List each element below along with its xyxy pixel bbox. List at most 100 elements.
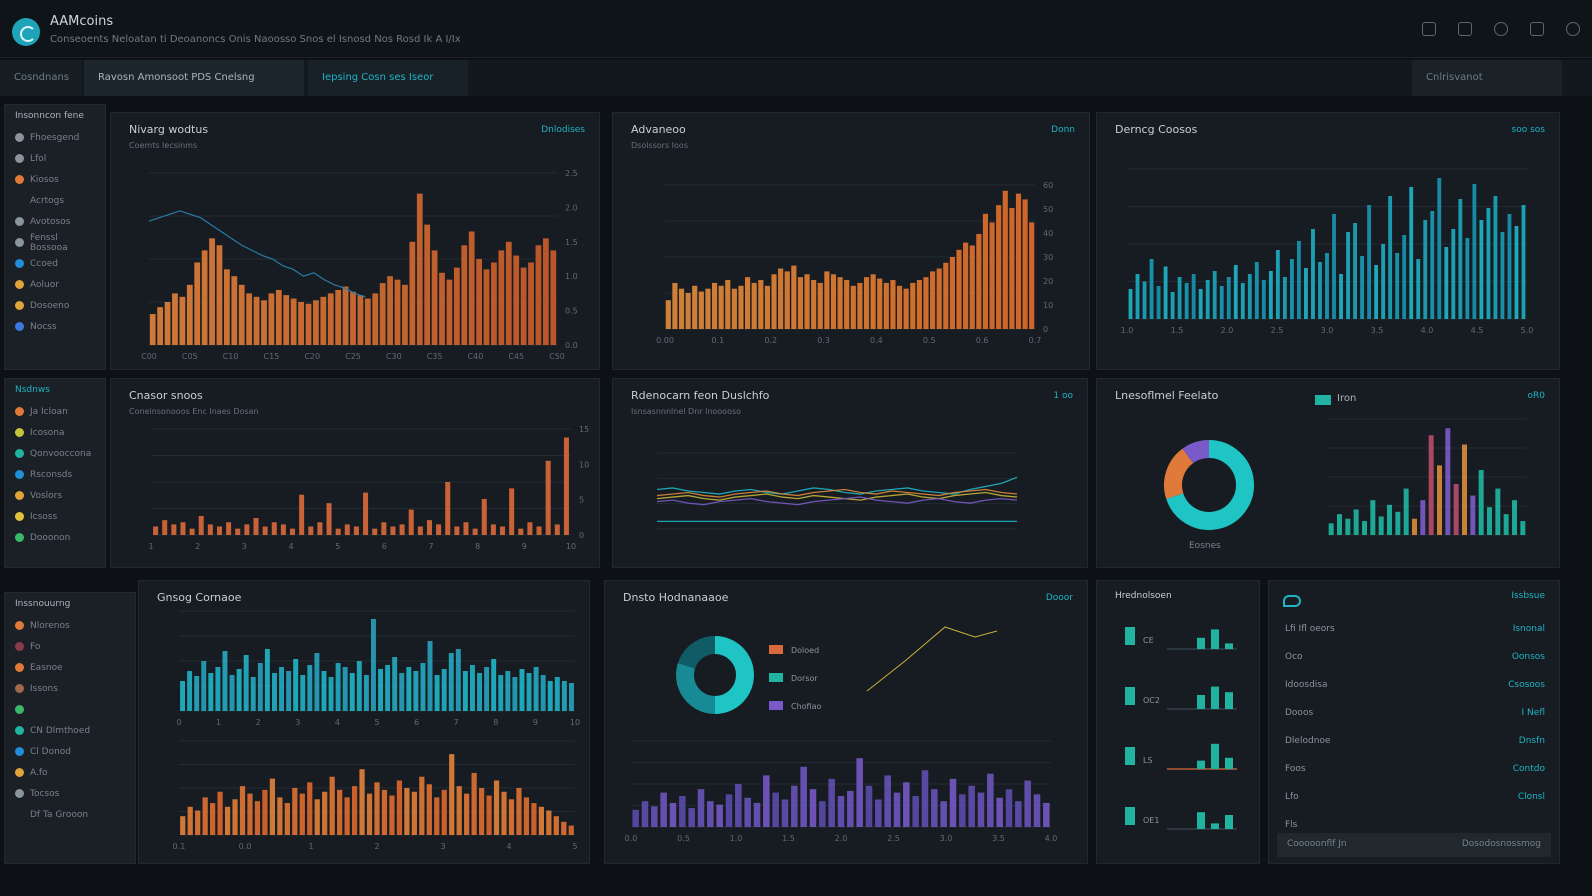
bar xyxy=(322,791,328,835)
sidebar-item[interactable]: Rsconsds xyxy=(5,464,105,485)
tab-pending[interactable]: Iepsing Cosn ses Iseor xyxy=(308,60,468,96)
drop-icon xyxy=(15,470,24,479)
share-icon[interactable] xyxy=(1422,22,1436,36)
list-item[interactable]: Oco Oonsos xyxy=(1285,647,1545,667)
tab-active-report[interactable]: Ravosn Amonsoot PDS Cnelsng xyxy=(84,60,304,96)
sidebar-item-label: Fhoesgend xyxy=(30,132,80,143)
bar xyxy=(523,797,530,835)
list-item[interactable]: Idoosdisa Csosoos xyxy=(1285,675,1545,695)
panel-cases-chart: Cnasor snoos Coneinsonooos Enc Inaes Dos… xyxy=(110,378,600,568)
bar xyxy=(1225,643,1233,649)
bar xyxy=(553,816,559,835)
panel-control[interactable]: 1 oo xyxy=(1053,391,1073,401)
bar xyxy=(1503,514,1509,535)
bar xyxy=(1022,199,1028,329)
legend-swatch xyxy=(769,701,783,710)
list-item[interactable]: Fls xyxy=(1285,815,1545,835)
sidebar-item[interactable]: Ja Icloan xyxy=(5,401,105,422)
x-tick-label: 2.0 xyxy=(1221,326,1234,335)
sidebar-item[interactable]: Avotosos xyxy=(5,211,105,232)
bar xyxy=(1472,184,1477,319)
bookmark-icon[interactable] xyxy=(1458,22,1472,36)
list-item[interactable]: Lfo Clonsl xyxy=(1285,787,1545,807)
sidebar-item[interactable]: A.fo xyxy=(5,762,135,783)
settings-icon[interactable] xyxy=(1494,22,1508,36)
panel-legend[interactable]: Dnlodises xyxy=(541,125,585,135)
sidebar-item[interactable]: Qonvooccona xyxy=(5,443,105,464)
sidebar-item[interactable]: Nocss xyxy=(5,316,105,337)
bar xyxy=(1495,488,1501,535)
bar xyxy=(229,675,235,711)
close-icon[interactable] xyxy=(1566,22,1580,36)
threshold-label: CE xyxy=(1143,636,1154,645)
panel-control[interactable]: Dooor xyxy=(1045,593,1073,603)
circle-icon xyxy=(15,154,24,163)
sidebar-item[interactable]: Cl Donod xyxy=(5,741,135,762)
tab-overview[interactable]: Cosndnans xyxy=(0,60,82,96)
sidebar-item-label: Nlorenos xyxy=(30,620,70,631)
sidebar-item[interactable]: Aoluor xyxy=(5,274,105,295)
bar xyxy=(837,796,845,827)
x-tick-label: C30 xyxy=(386,352,402,361)
bar xyxy=(528,262,534,345)
bar xyxy=(389,795,395,835)
bar xyxy=(363,492,369,535)
sidebar-item[interactable]: Icosona xyxy=(5,422,105,443)
bar xyxy=(550,250,557,345)
bar xyxy=(164,302,171,345)
sidebar-item[interactable]: Voslors xyxy=(5,485,105,506)
badge-icon xyxy=(15,238,24,247)
sidebar-item[interactable]: Dooonon xyxy=(5,527,105,548)
bar xyxy=(513,255,520,345)
sidebar-item[interactable] xyxy=(5,699,135,720)
bar xyxy=(153,526,159,535)
sidebar-item[interactable]: Fhoesgend xyxy=(5,127,105,148)
bar xyxy=(744,797,751,827)
bar xyxy=(1451,229,1456,319)
bar xyxy=(292,788,298,835)
sidebar-item[interactable]: Acrtogs xyxy=(5,190,105,211)
sidebar-item[interactable]: Issons xyxy=(5,678,135,699)
tab-controls[interactable]: Cnlrisvanot xyxy=(1412,60,1562,96)
bar xyxy=(284,803,290,835)
bar xyxy=(778,268,784,329)
bar xyxy=(215,667,221,711)
bar xyxy=(931,789,938,827)
bar xyxy=(535,245,542,345)
bar xyxy=(977,792,985,827)
panel-title: Dnsto Hodnanaaoe xyxy=(623,591,729,604)
x-tick-label: 9 xyxy=(522,542,527,551)
sidebar-item[interactable]: Tocsos xyxy=(5,783,135,804)
list-item[interactable]: Dlelodnoe Dnsfn xyxy=(1285,731,1545,751)
window-icon[interactable] xyxy=(1530,22,1544,36)
bar xyxy=(1416,259,1421,319)
sidebar-item[interactable]: Icsoss xyxy=(5,506,105,527)
sidebar-item[interactable]: Easnoe xyxy=(5,657,135,678)
threshold-label: OE1 xyxy=(1143,816,1159,825)
bar xyxy=(804,274,810,329)
list-item[interactable]: Foos Contdo xyxy=(1285,759,1545,779)
panel-control[interactable]: Donn xyxy=(1051,125,1075,135)
sidebar-item[interactable]: Ccoed xyxy=(5,253,105,274)
panel-control[interactable]: oR0 xyxy=(1527,391,1546,401)
sidebar-item[interactable]: Kiosos xyxy=(5,169,105,190)
donut-slice xyxy=(1164,448,1194,499)
list-item[interactable]: Dooos I Nefl xyxy=(1285,703,1545,723)
list-item[interactable]: Lfi Ifl oeors Isnonal xyxy=(1285,619,1545,639)
sidebar-item[interactable]: Lfol xyxy=(5,148,105,169)
status-icon xyxy=(1283,595,1301,607)
bar xyxy=(335,528,341,535)
panel-control[interactable]: soo sos xyxy=(1511,125,1545,135)
bar xyxy=(396,780,403,835)
gear-icon xyxy=(15,217,24,226)
bar xyxy=(711,282,718,329)
sidebar-item[interactable]: Fenssl Bossooa xyxy=(5,232,105,253)
sidebar-item[interactable]: CN Dlmthoed xyxy=(5,720,135,741)
ring-icon xyxy=(15,428,24,437)
sidebar-item[interactable]: Dosoeno xyxy=(5,295,105,316)
bar xyxy=(394,279,401,345)
sidebar-item[interactable]: Nlorenos xyxy=(5,615,135,636)
sidebar-item[interactable]: Fo xyxy=(5,636,135,657)
sidebar-item[interactable]: Df Ta Grooon xyxy=(5,804,135,825)
footer-right[interactable]: Dosodosnossmog xyxy=(1461,839,1541,849)
